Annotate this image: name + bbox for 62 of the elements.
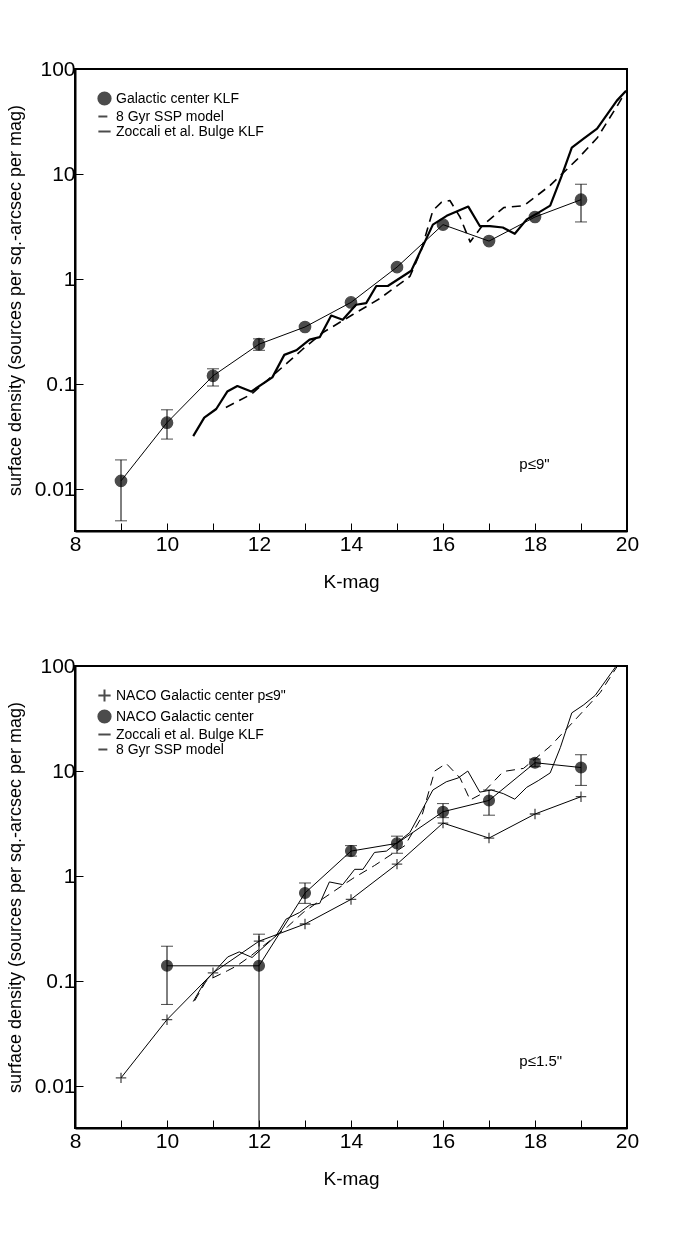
point [528, 210, 542, 224]
point [574, 193, 588, 207]
y-tick-label: 0.01 [34, 476, 76, 500]
legend-label: Zoccali et al. Bulge KLF [116, 725, 264, 742]
x-axis-title: K-mag [323, 570, 380, 592]
y-tick-label: 0.1 [46, 371, 76, 395]
annotation: p≤1.5" [519, 1052, 563, 1070]
annotation: p≤9" [519, 455, 550, 473]
point [160, 416, 174, 429]
point [344, 296, 358, 309]
point [574, 761, 588, 774]
y-tick-label: 1 [63, 266, 76, 290]
point [114, 474, 128, 488]
point [391, 858, 403, 871]
x-tick-label: 16 [431, 1128, 456, 1152]
y-tick-label: 10 [52, 758, 76, 782]
x-tick-label: 16 [431, 531, 456, 555]
y-tick-label: 100 [40, 56, 76, 80]
point [161, 1013, 173, 1026]
point [575, 790, 587, 803]
x-tick-label: 12 [247, 1128, 272, 1152]
point [299, 918, 311, 930]
y-axis-title: surface density (sources per sq.-arcsec per mag) [4, 701, 25, 1094]
legend-label: NACO Galactic center [116, 707, 255, 724]
x-tick-label: 18 [523, 531, 548, 555]
point [252, 959, 266, 972]
x-tick-label: 18 [523, 1128, 548, 1152]
point [298, 886, 312, 900]
point [390, 260, 404, 274]
y-tick-label: 100 [40, 653, 76, 677]
legend-label: NACO Galactic center p≤9" [116, 686, 286, 703]
point [207, 966, 219, 979]
x-tick-label: 20 [615, 531, 640, 555]
x-tick-label: 10 [155, 1128, 180, 1152]
point [482, 794, 496, 807]
point [206, 369, 220, 383]
point [298, 320, 312, 334]
y-axis-title: surface density (sources per sq.-arcsec per mag) [4, 104, 25, 497]
legend-label: Galactic center KLF [116, 89, 239, 106]
point [253, 935, 265, 948]
point [390, 837, 404, 850]
x-tick-label: 14 [339, 1128, 364, 1152]
y-tick-label: 1 [63, 863, 76, 887]
y-tick-label: 0.01 [34, 1073, 76, 1097]
point [483, 832, 495, 844]
x-axis-title: K-mag [323, 1167, 380, 1189]
x-tick-label: 8 [69, 1128, 82, 1152]
y-tick-label: 10 [52, 161, 76, 185]
point [436, 218, 450, 231]
y-tick-label: 0.1 [46, 968, 76, 992]
point [345, 893, 357, 906]
point [437, 817, 449, 829]
x-tick-label: 8 [69, 531, 82, 555]
x-tick-label: 12 [247, 531, 272, 555]
point [529, 808, 541, 820]
point [482, 234, 496, 248]
point [160, 959, 174, 972]
x-tick-label: 20 [615, 1128, 640, 1152]
point [115, 1071, 127, 1084]
x-tick-label: 14 [339, 531, 364, 555]
legend-label: 8 Gyr SSP model [116, 107, 224, 124]
x-tick-label: 10 [155, 531, 180, 555]
